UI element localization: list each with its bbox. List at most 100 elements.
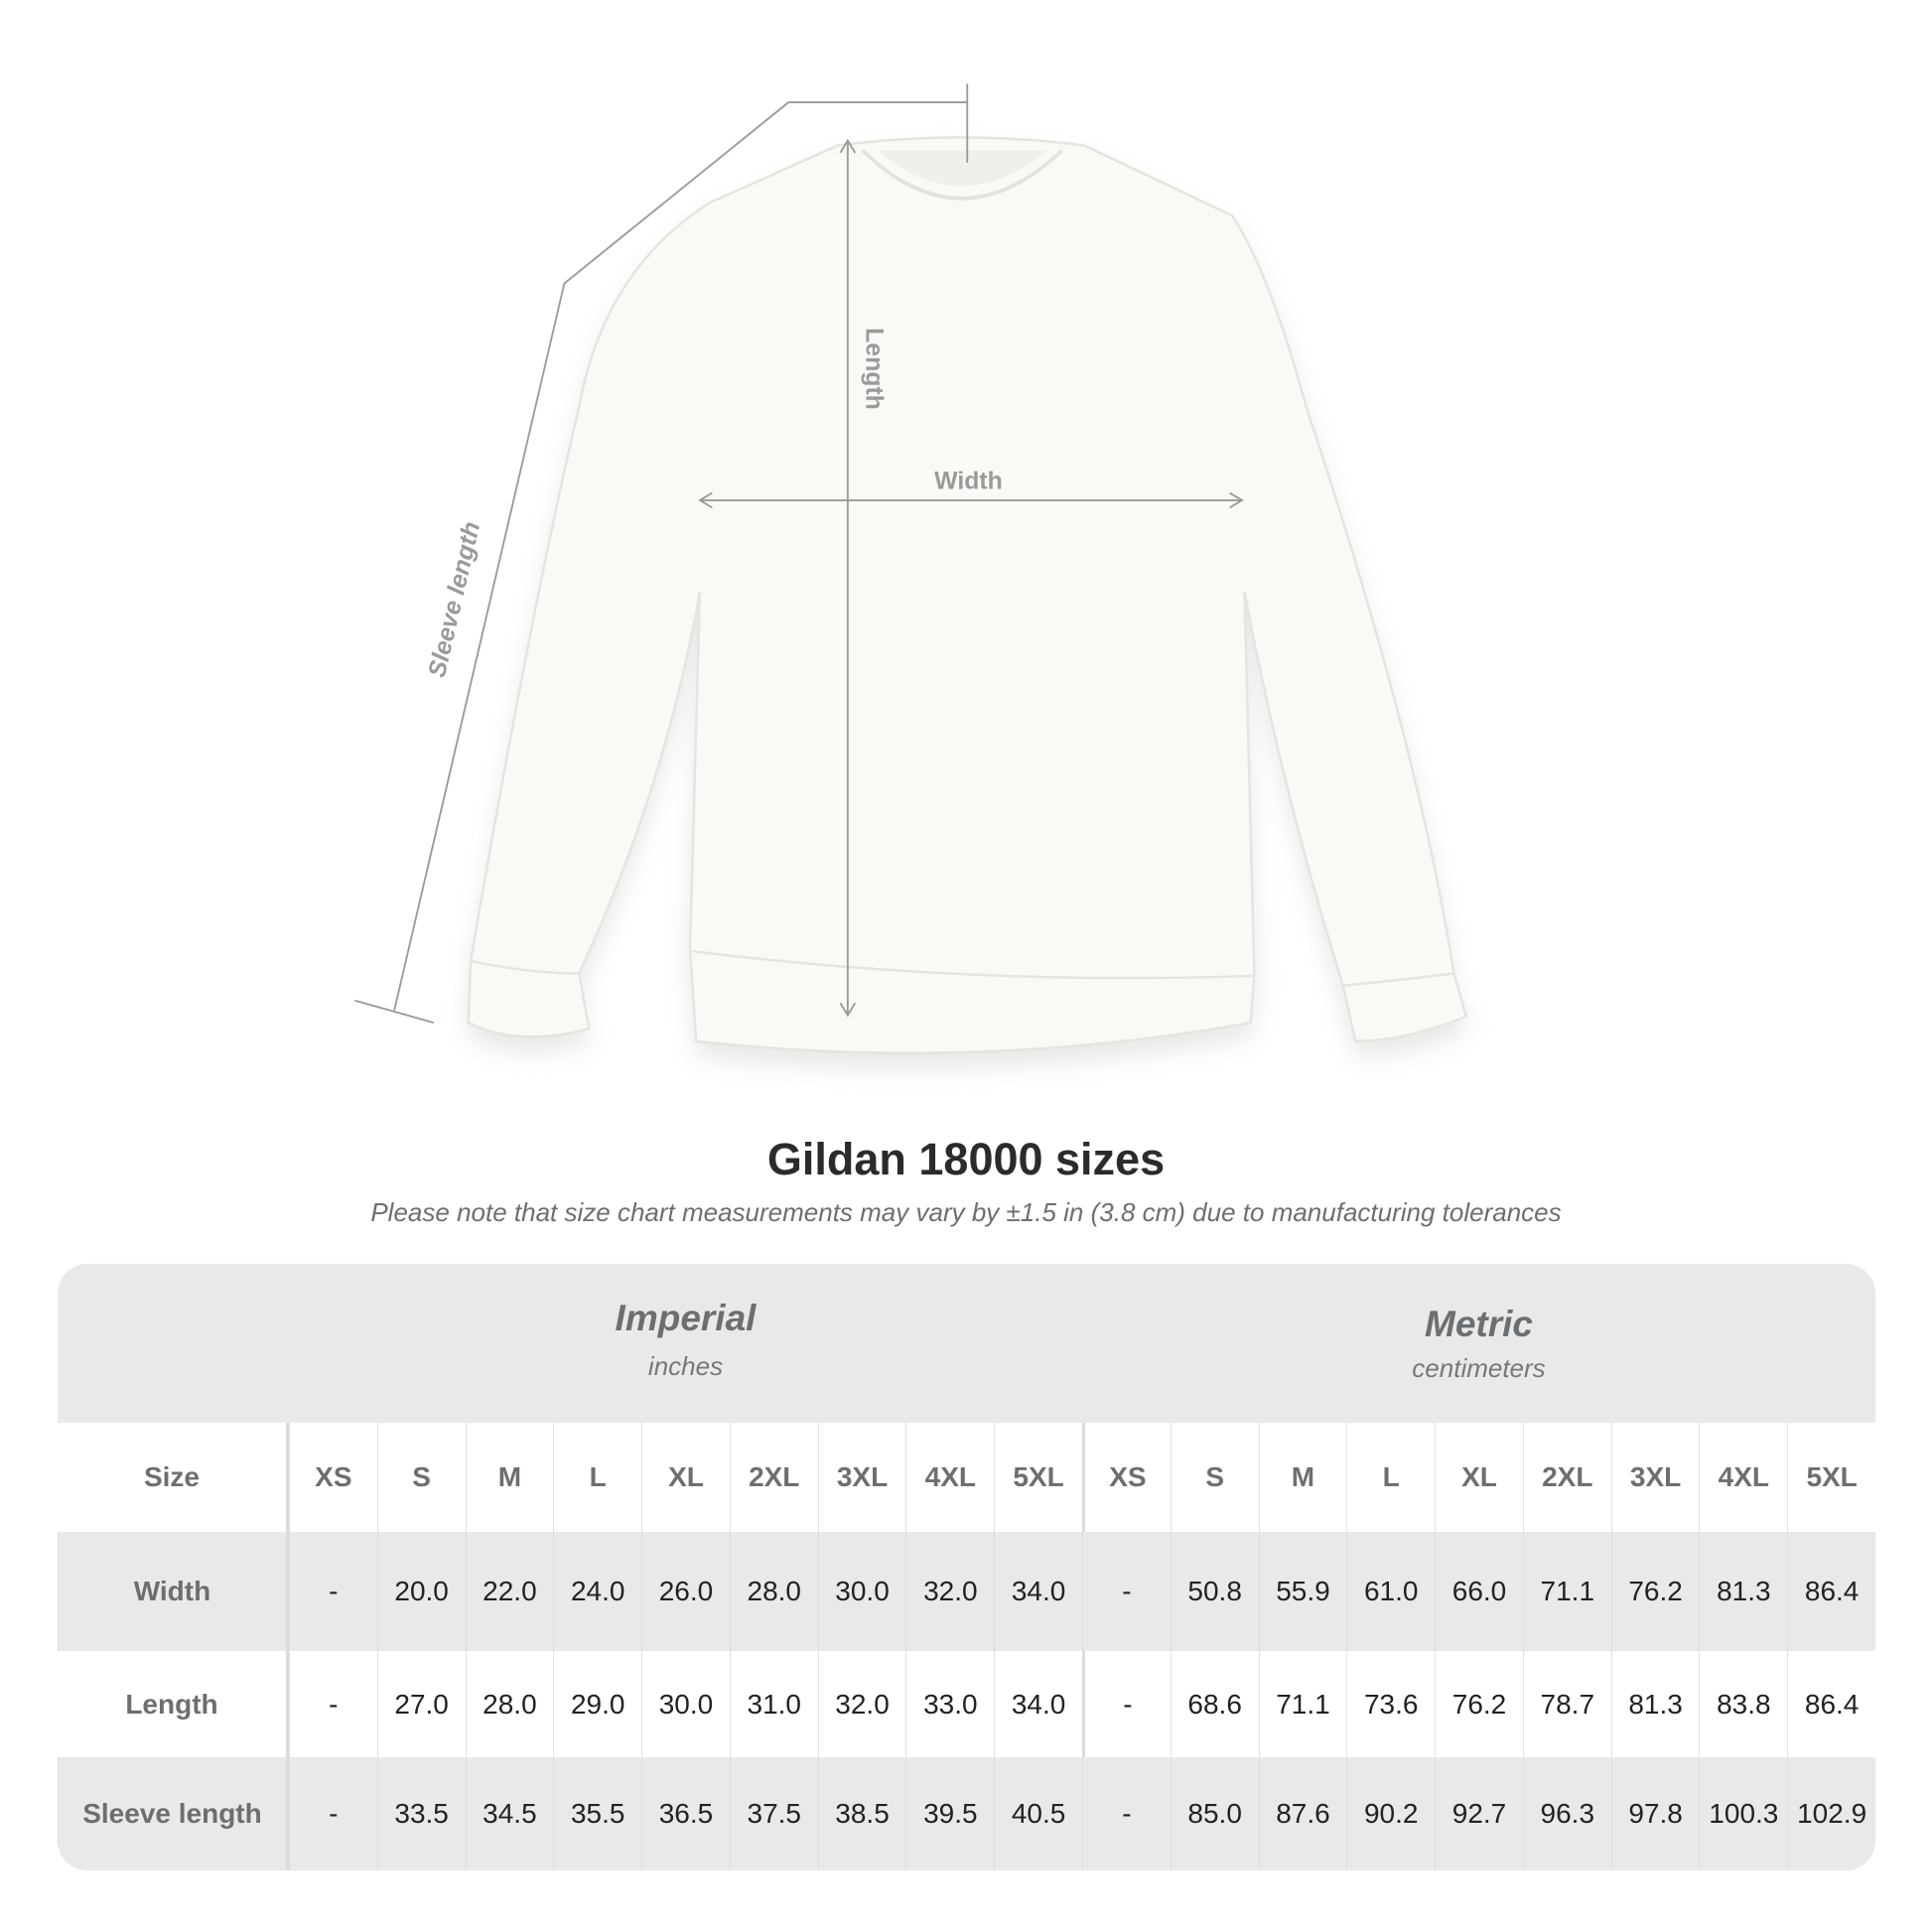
metric-value: - xyxy=(1081,1532,1171,1651)
imperial-value: 24.0 xyxy=(553,1532,641,1651)
size-imperial-header: S xyxy=(376,1423,466,1532)
metric-value: 68.6 xyxy=(1170,1651,1259,1757)
row-label: Sleeve length xyxy=(58,1757,289,1870)
size-metric-header: L xyxy=(1346,1423,1435,1532)
imperial-value: 31.0 xyxy=(729,1651,818,1757)
metric-value: 86.4 xyxy=(1787,1532,1875,1651)
size-metric-header: 5XL xyxy=(1787,1423,1875,1532)
size-imperial-header: 4XL xyxy=(905,1423,994,1532)
metric-value: 90.2 xyxy=(1346,1757,1435,1870)
metric-value: 86.4 xyxy=(1787,1651,1875,1757)
table-row: Length -27.0 28.0 29.0 30.0 31.0 32.0 33.0 34.0-… xyxy=(58,1651,1875,1757)
metric-value: 71.1 xyxy=(1258,1651,1347,1757)
imperial-value: 40.5 xyxy=(994,1757,1082,1870)
size-imperial-header: XS xyxy=(288,1423,377,1532)
metric-value: - xyxy=(1081,1651,1171,1757)
metric-value: 96.3 xyxy=(1522,1757,1611,1870)
width-label: Width xyxy=(934,469,1003,495)
metric-value: 50.8 xyxy=(1170,1532,1259,1651)
imperial-value: 35.5 xyxy=(553,1757,641,1870)
size-metric-header: 3XL xyxy=(1610,1423,1700,1532)
imperial-label: Imperial xyxy=(615,1298,757,1338)
metric-value: 55.9 xyxy=(1258,1532,1347,1651)
imperial-value: 38.5 xyxy=(817,1757,906,1870)
metric-value: 61.0 xyxy=(1346,1532,1435,1651)
size-imperial-header: XL xyxy=(641,1423,730,1532)
imperial-value: 34.0 xyxy=(994,1532,1082,1651)
table-row: Width -20.0 22.0 24.0 26.0 28.0 30.0 32.0 34.0-5… xyxy=(58,1532,1875,1651)
width-arrow xyxy=(698,491,1244,509)
imperial-value: 34.0 xyxy=(994,1651,1082,1757)
metric-value: 85.0 xyxy=(1170,1757,1259,1870)
size-metric-header: 4XL xyxy=(1699,1423,1787,1532)
size-metric-header: 2XL xyxy=(1522,1423,1611,1532)
imperial-value: 33.5 xyxy=(376,1757,466,1870)
metric-header: Metric centimeters xyxy=(1082,1264,1875,1423)
imperial-value: 20.0 xyxy=(376,1532,466,1651)
imperial-value: 29.0 xyxy=(553,1651,641,1757)
metric-value: 76.2 xyxy=(1610,1532,1700,1651)
imperial-unit: inches xyxy=(647,1351,724,1381)
collar-inner xyxy=(877,150,1047,187)
metric-value: 83.8 xyxy=(1699,1651,1787,1757)
size-metric-header: XL xyxy=(1435,1423,1523,1532)
imperial-value: 37.5 xyxy=(729,1757,818,1870)
table-row: Sleeve length -33.5 34.5 35.5 36.5 37.5 38.5 39… xyxy=(58,1757,1875,1870)
imperial-value: 39.5 xyxy=(905,1757,994,1870)
imperial-value: 34.5 xyxy=(465,1757,554,1870)
imperial-value: - xyxy=(288,1532,377,1651)
imperial-value: - xyxy=(288,1651,377,1757)
sweater-illustration: Length Width Sleeve length xyxy=(354,83,1468,1068)
metric-value: - xyxy=(1081,1757,1171,1870)
size-imperial-header: 5XL xyxy=(994,1423,1082,1532)
metric-value: 66.0 xyxy=(1435,1532,1523,1651)
sleeve-length-line xyxy=(354,83,969,1025)
imperial-value: 32.0 xyxy=(817,1651,906,1757)
page-title: Gildan 18000 sizes xyxy=(766,1134,1166,1184)
metric-label: Metric xyxy=(1425,1304,1533,1344)
metric-value: 71.1 xyxy=(1522,1532,1611,1651)
metric-value: 73.6 xyxy=(1346,1651,1435,1757)
imperial-value: - xyxy=(288,1757,377,1870)
imperial-value: 33.0 xyxy=(905,1651,994,1757)
size-metric-header: XS xyxy=(1081,1423,1171,1532)
size-imperial-header: 3XL xyxy=(817,1423,906,1532)
size-table: Imperial inches Metric centimeters Size X… xyxy=(58,1264,1875,1870)
size-header-row: Size XS S M L XL 2XL 3XL 4XL 5XL XS S M L XL 2XL 3XL 4XL 5… xyxy=(58,1423,1875,1532)
size-imperial-header: 2XL xyxy=(729,1423,818,1532)
sweater-body xyxy=(467,136,1468,1054)
cuff-rib xyxy=(470,959,1454,988)
imperial-header: Imperial inches xyxy=(289,1264,1082,1423)
length-arrow xyxy=(839,138,857,1018)
collar xyxy=(861,149,1064,201)
hem-rib xyxy=(692,949,1255,980)
imperial-value: 36.5 xyxy=(641,1757,730,1870)
tolerance-note: Please note that size chart measurements… xyxy=(370,1197,1562,1227)
metric-value: 81.3 xyxy=(1699,1532,1787,1651)
row-label: Width xyxy=(58,1532,289,1651)
metric-unit: centimeters xyxy=(1412,1353,1546,1383)
metric-value: 100.3 xyxy=(1699,1757,1787,1870)
size-imperial-header: M xyxy=(465,1423,554,1532)
imperial-value: 27.0 xyxy=(376,1651,466,1757)
metric-value: 78.7 xyxy=(1522,1651,1611,1757)
size-metric-header: M xyxy=(1258,1423,1347,1532)
metric-value: 76.2 xyxy=(1435,1651,1523,1757)
imperial-value: 30.0 xyxy=(817,1532,906,1651)
metric-value: 92.7 xyxy=(1435,1757,1523,1870)
imperial-value: 28.0 xyxy=(465,1651,554,1757)
size-label: Size xyxy=(58,1423,289,1532)
metric-value: 97.8 xyxy=(1610,1757,1700,1870)
imperial-value: 32.0 xyxy=(905,1532,994,1651)
imperial-value: 26.0 xyxy=(641,1532,730,1651)
metric-value: 81.3 xyxy=(1610,1651,1700,1757)
imperial-value: 30.0 xyxy=(641,1651,730,1757)
metric-value: 87.6 xyxy=(1258,1757,1347,1870)
imperial-value: 22.0 xyxy=(465,1532,554,1651)
size-imperial-header: L xyxy=(553,1423,641,1532)
imperial-value: 28.0 xyxy=(729,1532,818,1651)
row-label: Length xyxy=(58,1651,289,1757)
length-label: Length xyxy=(860,328,887,410)
size-metric-header: S xyxy=(1170,1423,1259,1532)
